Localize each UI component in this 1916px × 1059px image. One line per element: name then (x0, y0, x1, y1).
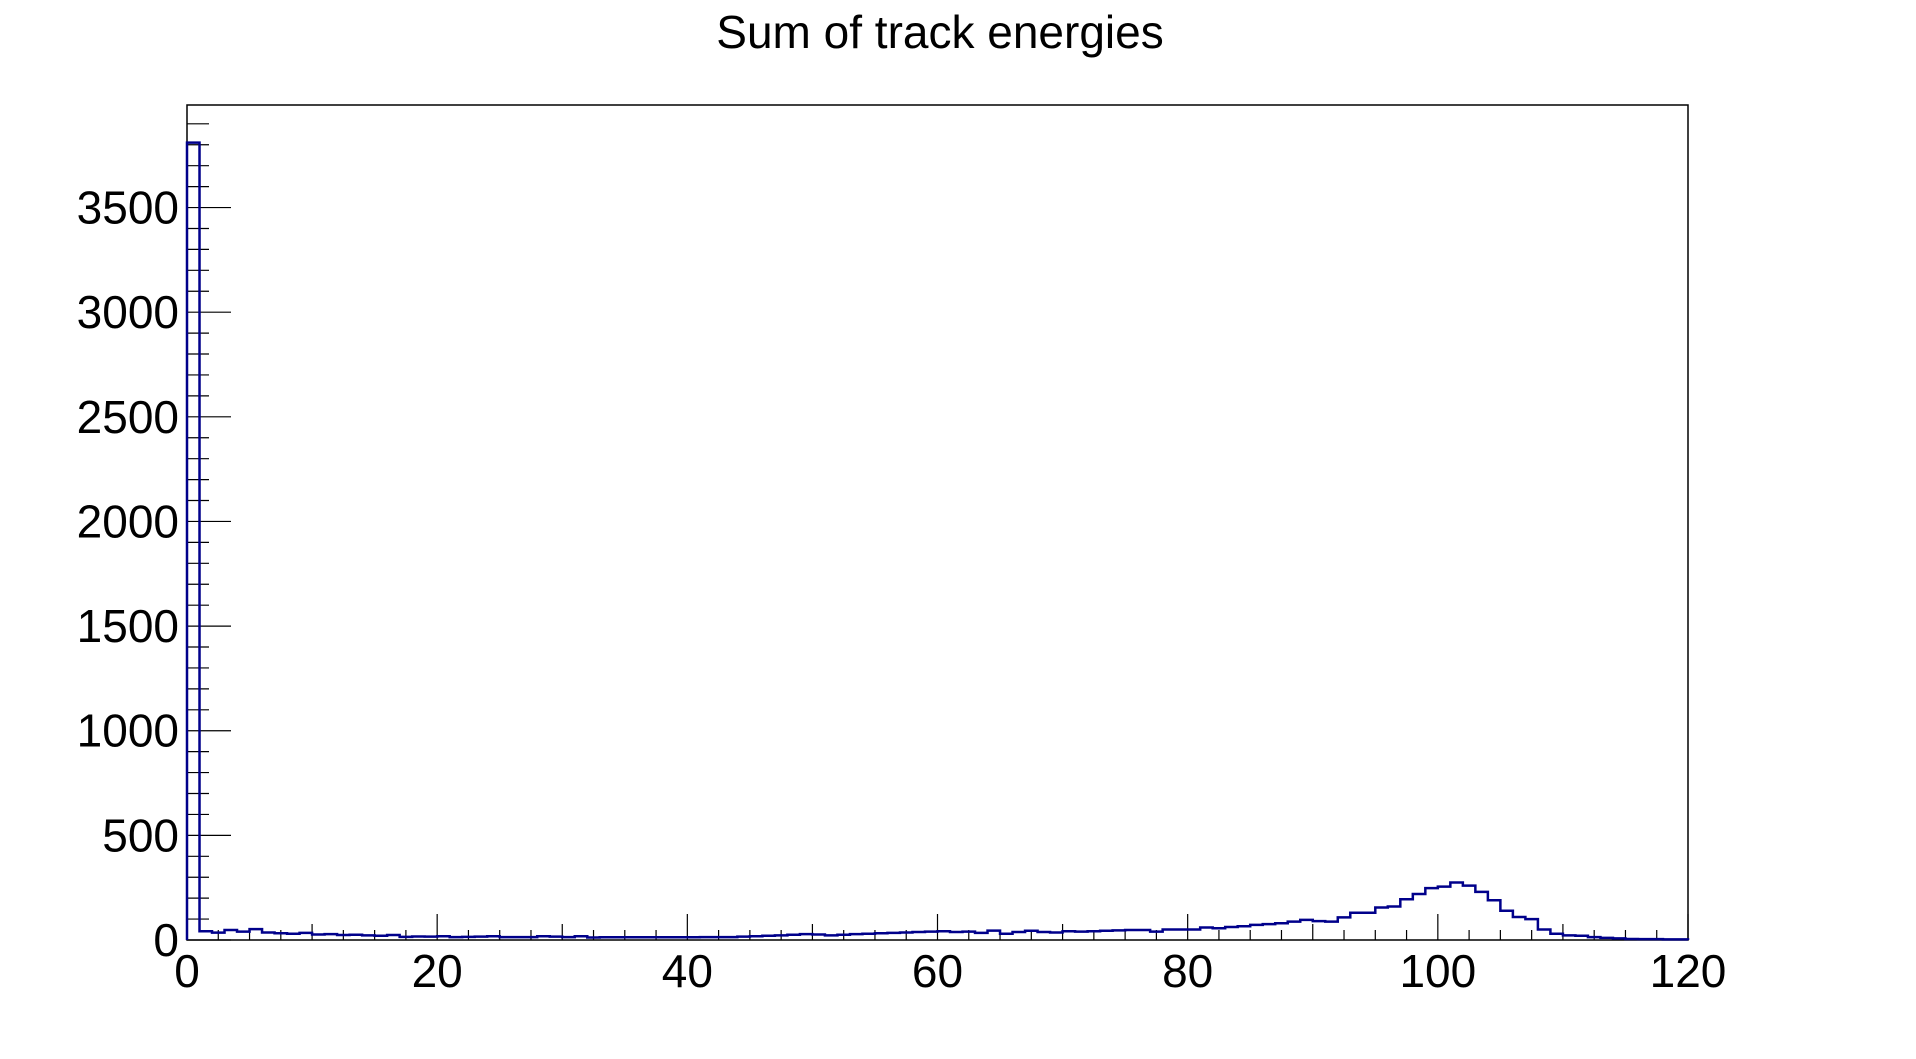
x-tick-label: 0 (174, 945, 200, 997)
axes-group (186, 104, 1689, 941)
x-tick-label: 60 (912, 945, 963, 997)
x-tick-label: 40 (662, 945, 713, 997)
chart-title: Sum of track energies (716, 6, 1163, 58)
histogram-series-line (185, 141, 1690, 941)
y-tick-label: 500 (102, 809, 179, 861)
y-tick-label: 2500 (77, 391, 179, 443)
y-tick-label: 2000 (77, 495, 179, 547)
y-tick-label: 3000 (77, 286, 179, 338)
plot-frame (186, 104, 1689, 941)
tick-labels: 0 20 40 60 80 100 120 0 500 1000 1500 2000 2500 3000 3… (77, 182, 1727, 997)
ticks-group (186, 123, 1689, 941)
y-tick-label: 1500 (77, 600, 179, 652)
x-tick-label: 100 (1399, 945, 1476, 997)
y-tick-label: 3500 (77, 182, 179, 234)
x-tick-label: 80 (1162, 945, 1213, 997)
x-tick-label: 120 (1650, 945, 1727, 997)
y-tick-label: 0 (153, 914, 179, 966)
y-tick-label: 1000 (77, 705, 179, 757)
x-tick-label: 20 (412, 945, 463, 997)
